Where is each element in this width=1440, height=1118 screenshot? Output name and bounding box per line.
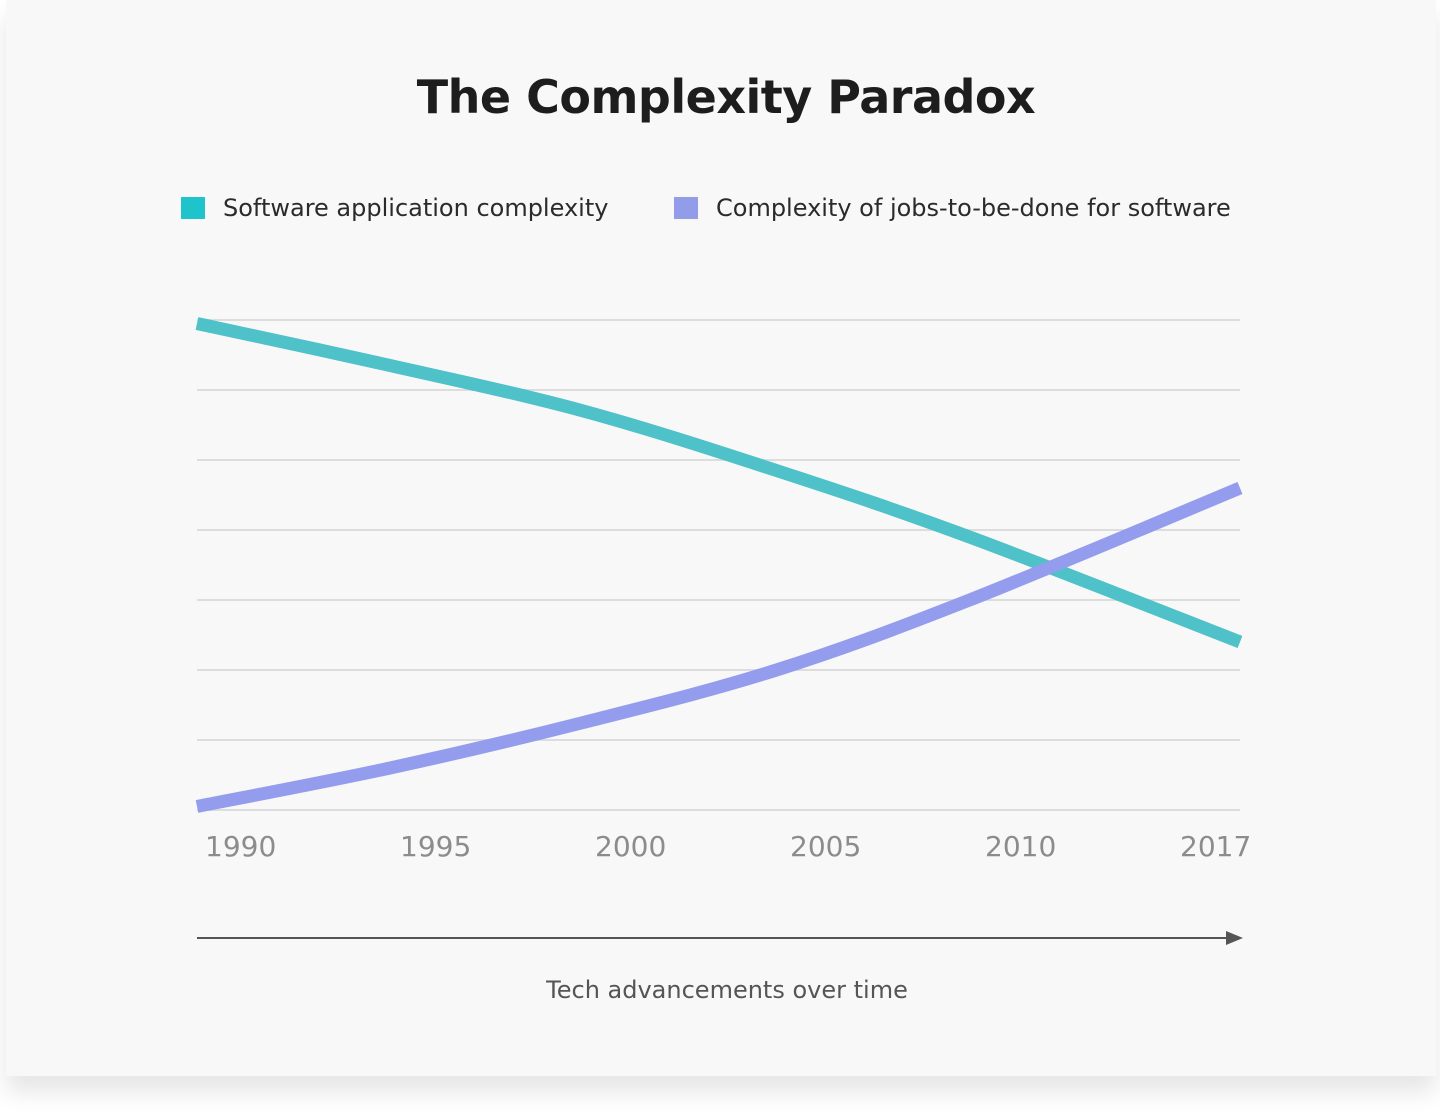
legend-swatch-purple — [674, 197, 698, 219]
chart-card — [6, 0, 1436, 1076]
x-axis-ticks: 1990 1995 2000 2005 2010 2017 — [205, 830, 1251, 863]
legend-label: Complexity of jobs-to-be-done for softwa… — [716, 194, 1231, 222]
x-tick-label: 1990 — [205, 830, 276, 863]
x-tick-label: 2010 — [985, 830, 1056, 863]
gridlines — [197, 319, 1240, 811]
chart-title: The Complexity Paradox — [416, 70, 1036, 124]
legend-item-jobs-complexity: Complexity of jobs-to-be-done for softwa… — [674, 192, 1231, 224]
legend-label: Software application complexity — [223, 194, 609, 222]
legend-item-software-complexity: Software application complexity — [181, 192, 608, 224]
x-tick-label: 2017 — [1180, 830, 1251, 863]
arrow-head-icon — [1226, 931, 1243, 945]
time-arrow — [197, 931, 1243, 945]
series-lines — [195, 317, 1243, 813]
series-line-jobs-complexity — [195, 481, 1243, 813]
series-line-software-complexity — [195, 317, 1243, 649]
x-tick-label: 2005 — [790, 830, 861, 863]
x-tick-label: 1995 — [400, 830, 471, 863]
x-axis-caption: Tech advancements over time — [546, 976, 908, 1004]
legend-swatch-teal — [181, 197, 205, 219]
x-tick-label: 2000 — [595, 830, 666, 863]
